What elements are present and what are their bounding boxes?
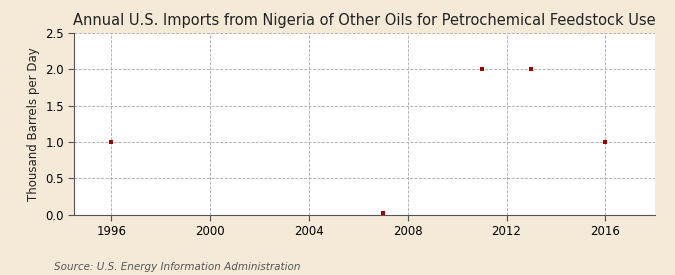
Point: [477, 67, 487, 72]
Title: Annual U.S. Imports from Nigeria of Other Oils for Petrochemical Feedstock Use: Annual U.S. Imports from Nigeria of Othe…: [73, 13, 656, 28]
Y-axis label: Thousand Barrels per Day: Thousand Barrels per Day: [26, 47, 40, 201]
Point: [377, 211, 388, 215]
Point: [106, 140, 117, 144]
Text: Source: U.S. Energy Information Administration: Source: U.S. Energy Information Administ…: [54, 262, 300, 272]
Point: [526, 67, 537, 72]
Point: [600, 140, 611, 144]
